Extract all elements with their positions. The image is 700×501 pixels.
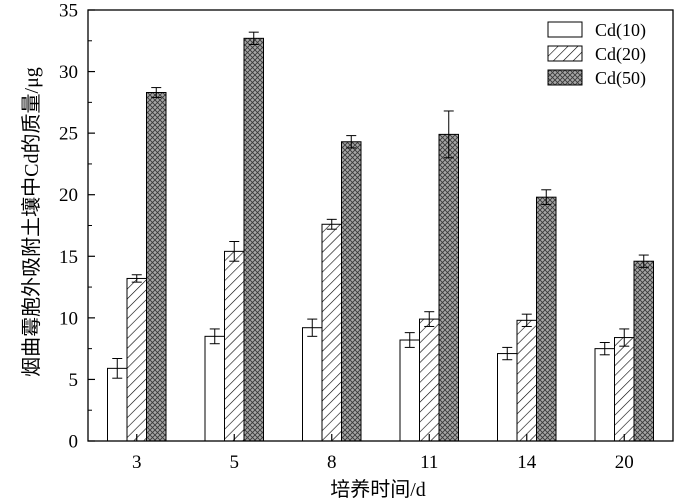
y-tick-label: 0 xyxy=(69,432,79,453)
legend-swatch xyxy=(547,69,583,86)
error-bars xyxy=(112,31,649,379)
y-tick-label: 25 xyxy=(59,124,78,145)
bars xyxy=(107,37,654,442)
bar xyxy=(594,348,615,442)
y-tick-label: 15 xyxy=(59,247,78,268)
x-tick-label: 8 xyxy=(327,452,337,473)
bar xyxy=(516,319,537,442)
bar xyxy=(419,318,440,442)
bar xyxy=(399,339,420,442)
bar xyxy=(224,250,245,442)
legend-label: Cd(50) xyxy=(595,68,646,89)
y-axis-title: 烟曲霉胞外吸附土壤中Cd的质量/μg xyxy=(20,67,43,377)
legend-label: Cd(20) xyxy=(595,44,646,65)
bar xyxy=(497,353,518,442)
x-tick-label: 11 xyxy=(420,452,438,473)
y-tick-label: 5 xyxy=(69,370,79,391)
bar xyxy=(146,92,167,442)
bar xyxy=(243,37,264,442)
bar xyxy=(614,337,635,442)
y-tick-label: 20 xyxy=(59,185,78,206)
axes xyxy=(87,9,674,442)
legend-swatch xyxy=(547,45,583,62)
plot-frame xyxy=(87,9,674,442)
bar xyxy=(438,133,459,442)
legend-swatch xyxy=(547,21,583,38)
y-tick-label: 30 xyxy=(59,62,78,83)
bar xyxy=(126,277,147,442)
bar xyxy=(107,367,128,442)
legend: Cd(10) Cd(20) Cd(50) xyxy=(547,20,646,89)
y-tick-label: 35 xyxy=(59,1,78,22)
x-tick-label: 5 xyxy=(230,452,240,473)
y-axis-ticks: 0 5 10 15 20 25 30 35 xyxy=(59,1,95,453)
x-tick-label: 20 xyxy=(615,452,634,473)
bar xyxy=(536,196,557,442)
y-tick-label: 10 xyxy=(59,308,78,329)
bar xyxy=(302,327,323,442)
x-axis-ticks: 3 5 8 11 14 20 xyxy=(132,434,634,473)
x-tick-label: 3 xyxy=(132,452,142,473)
bar xyxy=(321,223,342,442)
bar xyxy=(204,335,225,442)
bar xyxy=(341,141,362,442)
x-axis-title: 培养时间/d xyxy=(330,478,426,501)
x-tick-label: 14 xyxy=(517,452,537,473)
bar xyxy=(633,260,654,442)
legend-label: Cd(10) xyxy=(595,20,646,41)
